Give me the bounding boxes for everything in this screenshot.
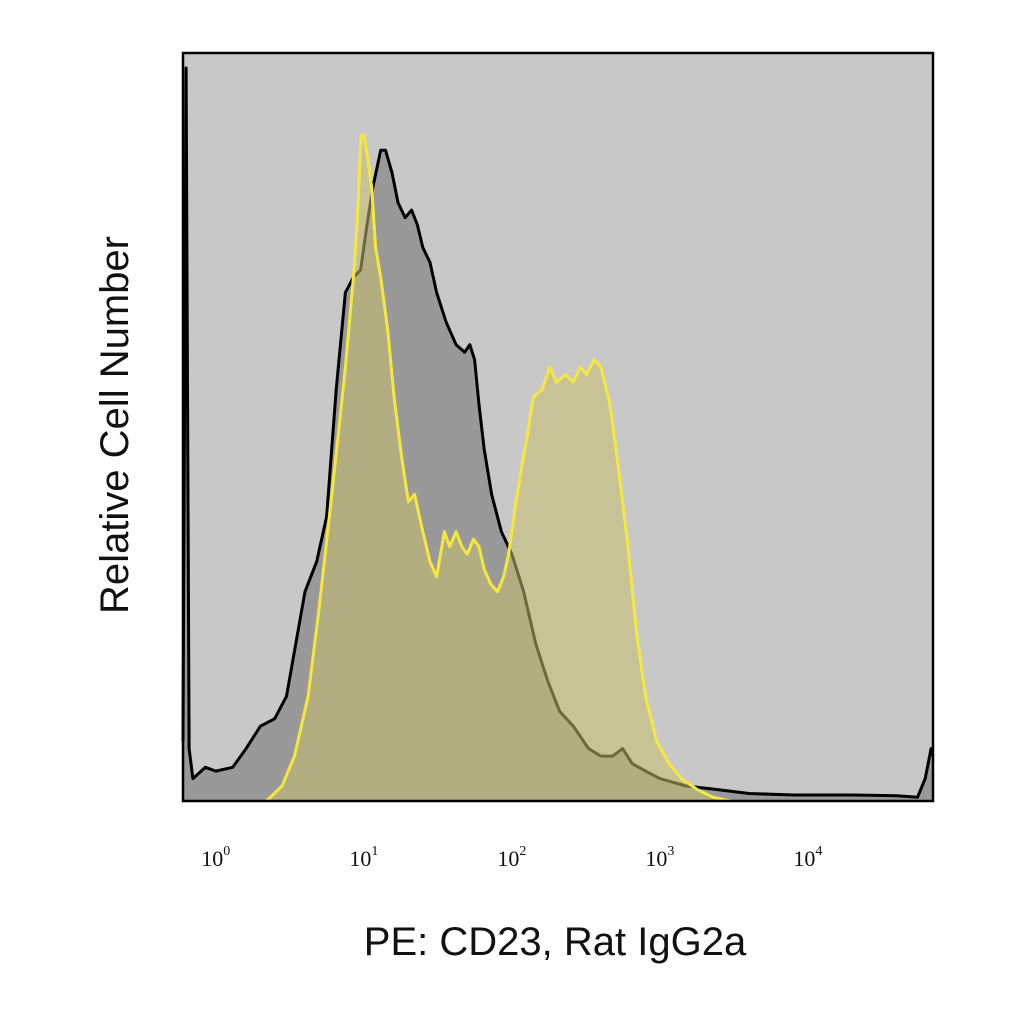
y-axis-title: Relative Cell Number: [93, 236, 137, 614]
series-2-line: [265, 133, 731, 803]
plot-frame: [181, 51, 935, 803]
series-layer: [181, 66, 935, 803]
x-tick-labels: 100 101 102 103 104: [201, 844, 822, 871]
x-tick-label: 101: [349, 844, 378, 871]
x-tick-label: 100: [201, 844, 230, 871]
x-tick-label: 102: [497, 844, 526, 871]
x-tick-label: 103: [645, 844, 674, 871]
x-tick-label: 104: [793, 844, 822, 871]
x-axis-title: PE: CD23, Rat IgG2a: [364, 920, 747, 964]
